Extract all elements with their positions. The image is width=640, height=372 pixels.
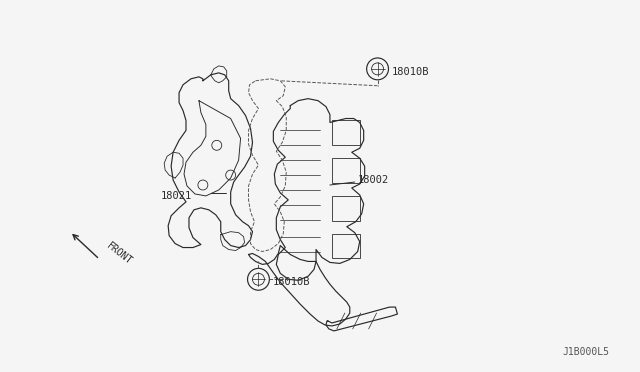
Text: 18010B: 18010B — [392, 67, 429, 77]
Text: FRONT: FRONT — [104, 240, 134, 266]
Bar — [332, 196, 360, 221]
Text: 18002: 18002 — [358, 175, 389, 185]
Bar — [332, 158, 360, 183]
Bar — [332, 234, 360, 259]
Text: 18021: 18021 — [161, 191, 193, 201]
Text: 18010B: 18010B — [273, 277, 310, 287]
Text: J1B000L5: J1B000L5 — [563, 347, 610, 357]
Bar — [332, 121, 360, 145]
